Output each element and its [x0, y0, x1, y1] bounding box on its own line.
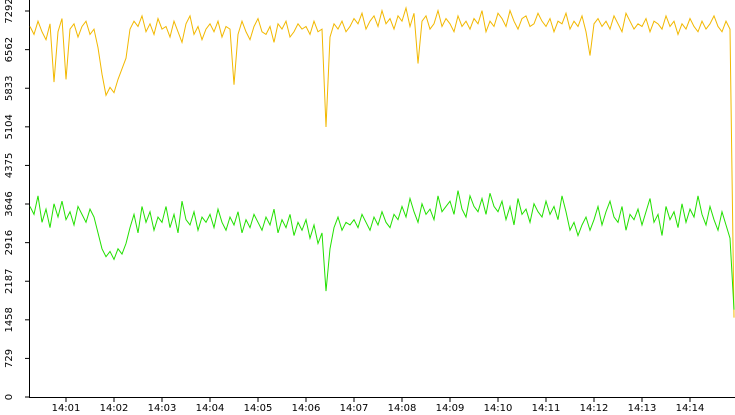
- y-tick-label: 2187: [4, 269, 15, 294]
- y-tick-label: 5104: [4, 114, 15, 139]
- y-tick-label: 4375: [4, 153, 15, 178]
- x-tick-label: 14:07: [340, 403, 369, 414]
- x-tick-label: 14:08: [388, 403, 417, 414]
- x-tick-label: 14:04: [196, 403, 225, 414]
- y-tick-label: 1458: [4, 307, 15, 332]
- x-tick-label: 14:11: [532, 403, 561, 414]
- y-tick-label: 3646: [4, 191, 15, 216]
- y-tick-label: 6562: [4, 37, 15, 62]
- x-tick-label: 14:05: [244, 403, 273, 414]
- y-tick-label: 5833: [4, 76, 15, 101]
- x-tick-label: 14:09: [436, 403, 465, 414]
- x-tick-label: 14:14: [676, 403, 705, 414]
- y-tick-label: 729: [4, 349, 15, 368]
- x-tick-label: 14:03: [148, 403, 177, 414]
- y-tick-label: 0: [4, 394, 15, 400]
- y-tick-label: 7292: [4, 0, 15, 24]
- y-tick-label: 2916: [4, 230, 15, 255]
- x-tick-label: 14:02: [100, 403, 129, 414]
- x-tick-label: 14:12: [580, 403, 609, 414]
- series-line: [29, 190, 735, 310]
- series-line: [29, 5, 735, 318]
- x-tick-label: 14:13: [628, 403, 657, 414]
- x-tick-label: 14:10: [484, 403, 513, 414]
- x-tick-label: 14:01: [52, 403, 81, 414]
- x-tick-label: 14:06: [292, 403, 321, 414]
